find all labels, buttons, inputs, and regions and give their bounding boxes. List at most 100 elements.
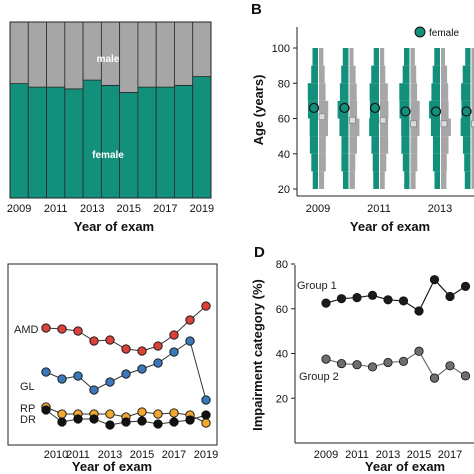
male-distribution-bar bbox=[349, 48, 354, 66]
male-distribution-bar bbox=[410, 153, 418, 172]
female-distribution-bar bbox=[430, 118, 440, 137]
male-distribution-bar bbox=[380, 83, 388, 101]
point-gl bbox=[121, 369, 131, 379]
point-gl bbox=[41, 367, 51, 377]
panel-a-xlabel: Year of exam bbox=[74, 219, 154, 234]
panel-c-tick-label: 2011 bbox=[66, 449, 90, 461]
bar-female-2009 bbox=[9, 83, 29, 199]
male-distribution-bar bbox=[319, 136, 326, 154]
bar-male-2016 bbox=[137, 21, 157, 88]
point-group-2 bbox=[398, 356, 409, 366]
female-distribution-bar bbox=[462, 65, 471, 84]
point-rp bbox=[201, 418, 211, 428]
male-distribution-bar bbox=[471, 65, 474, 84]
point-rp bbox=[137, 407, 147, 417]
panel-d-label: D bbox=[254, 244, 265, 261]
male-distribution-bar bbox=[410, 136, 418, 154]
female-distribution-bar bbox=[461, 83, 471, 101]
male-annotation: male bbox=[97, 54, 120, 65]
male-distribution-bar bbox=[441, 65, 448, 84]
point-group-2 bbox=[414, 346, 424, 356]
male-distribution-bar bbox=[349, 100, 358, 119]
panel-a: 2009 2011 2013 2015 2017 2019 male female Yea… bbox=[7, 21, 214, 234]
male-distribution-bar bbox=[349, 83, 357, 101]
female-distribution-bar bbox=[339, 83, 349, 101]
point-gl bbox=[137, 364, 147, 374]
point-dr bbox=[153, 419, 163, 429]
female-distribution-bar bbox=[312, 48, 318, 66]
panel-d-xtick-label: 2011 bbox=[345, 449, 369, 461]
female-distribution-bar bbox=[309, 118, 318, 137]
female-distribution-bar bbox=[404, 171, 410, 189]
female-distribution-bar bbox=[371, 136, 379, 154]
male-distribution-bar bbox=[471, 171, 474, 189]
point-gl bbox=[57, 374, 67, 384]
male-distribution-bar bbox=[319, 171, 325, 189]
point-amd bbox=[185, 315, 195, 325]
point-dr bbox=[73, 414, 83, 424]
bar-female-2011 bbox=[46, 86, 66, 199]
male-distribution-bar bbox=[410, 118, 420, 137]
female-distribution-bar bbox=[401, 136, 410, 154]
male-distribution-bar bbox=[349, 136, 357, 154]
male-distribution-bar bbox=[319, 48, 324, 66]
point-gl bbox=[89, 385, 99, 395]
point-rp bbox=[169, 408, 179, 418]
panel-a-tick-label: 2009 bbox=[7, 203, 31, 215]
male-distribution-bar bbox=[410, 48, 415, 66]
bar-male-2019 bbox=[192, 21, 212, 77]
female-distribution-bar bbox=[341, 65, 349, 84]
male-distribution-bar bbox=[349, 65, 356, 84]
female-distribution-bar bbox=[432, 136, 440, 154]
male-median-marker bbox=[318, 113, 326, 121]
panel-d-ytick-label: 80 bbox=[276, 259, 288, 271]
female-median-marker bbox=[430, 106, 442, 117]
legend-female-marker bbox=[414, 26, 426, 38]
point-group-2 bbox=[367, 362, 378, 372]
point-amd bbox=[169, 330, 179, 340]
bar-male-2009 bbox=[9, 21, 29, 84]
male-median-marker bbox=[349, 116, 356, 124]
male-distribution-bar bbox=[441, 118, 451, 137]
point-group-1 bbox=[429, 275, 440, 285]
male-distribution-bar bbox=[319, 118, 328, 137]
panel-a-tick-label: 2011 bbox=[44, 203, 68, 215]
point-amd bbox=[137, 346, 147, 356]
point-group-1 bbox=[352, 292, 362, 303]
point-amd bbox=[57, 324, 67, 334]
male-distribution-bar bbox=[441, 48, 446, 66]
point-dr bbox=[185, 415, 195, 425]
point-group-2 bbox=[352, 360, 362, 370]
female-distribution-bar bbox=[434, 171, 440, 189]
male-distribution-bar bbox=[441, 100, 449, 119]
panel-b-legend: female bbox=[414, 26, 459, 39]
point-dr bbox=[201, 410, 211, 420]
panel-c-tick-label: 2015 bbox=[130, 449, 154, 461]
point-gl bbox=[185, 336, 195, 346]
female-distribution-bar bbox=[369, 83, 379, 101]
bar-male-2010 bbox=[27, 21, 47, 88]
panel-d-ytick-label: 20 bbox=[276, 393, 288, 405]
female-distribution-bar bbox=[434, 48, 440, 66]
panel-d-ylabel: Impairment category (%) bbox=[250, 279, 265, 431]
point-gl bbox=[169, 347, 179, 357]
female-distribution-bar bbox=[431, 83, 440, 101]
panel-d-xtick-label: 2015 bbox=[407, 449, 431, 461]
female-distribution-bar bbox=[342, 48, 349, 66]
panel-d-ytick-label: 40 bbox=[276, 349, 288, 361]
group2-annotation: Group 2 bbox=[299, 371, 339, 383]
female-distribution-bar bbox=[432, 65, 440, 84]
panel-d-xtick-label: 2013 bbox=[376, 449, 400, 461]
male-distribution-bar bbox=[441, 171, 447, 189]
point-dr bbox=[105, 420, 115, 430]
female-distribution-bar bbox=[312, 171, 318, 189]
point-amd bbox=[153, 341, 163, 351]
line-amd bbox=[45, 305, 207, 352]
bar-male-2011 bbox=[46, 21, 66, 88]
bar-female-2014 bbox=[100, 84, 121, 199]
panel-d-xtick-label: 2009 bbox=[314, 449, 338, 461]
bar-male-2015 bbox=[119, 21, 139, 93]
bar-female-2010 bbox=[27, 86, 47, 199]
